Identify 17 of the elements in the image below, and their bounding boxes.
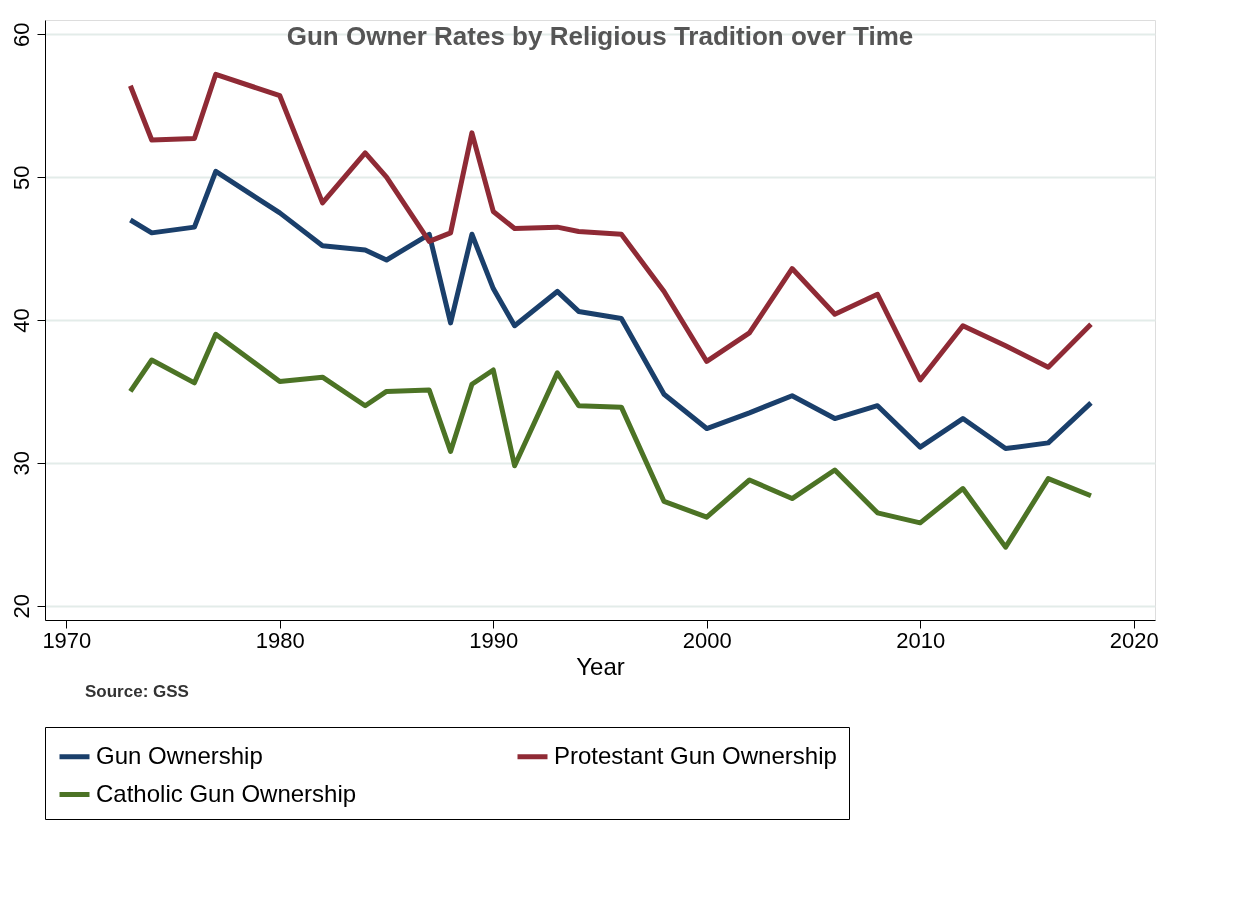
legend-label: Protestant Gun Ownership (554, 741, 837, 769)
y-tick-label: 40 (8, 308, 34, 333)
x-tick-label: 1980 (255, 627, 305, 653)
x-tick-label: 2010 (896, 627, 946, 653)
source-note: Source: GSS (85, 682, 189, 701)
x-tick-label: 2020 (1109, 627, 1159, 653)
y-tick-label: 50 (8, 165, 34, 190)
x-tick-label: 1970 (42, 627, 92, 653)
y-tick-label: 60 (8, 22, 34, 48)
y-tick-label: 30 (8, 451, 34, 476)
x-axis-title: Year (576, 652, 625, 680)
x-tick-label: 1990 (469, 627, 519, 653)
x-tick-label: 2000 (682, 627, 732, 653)
legend-label: Gun Ownership (96, 741, 263, 769)
y-tick-label: 20 (8, 593, 34, 619)
legend-label: Catholic Gun Ownership (96, 779, 357, 807)
chart-title: Gun Owner Rates by Religious Tradition over Time (286, 21, 914, 51)
